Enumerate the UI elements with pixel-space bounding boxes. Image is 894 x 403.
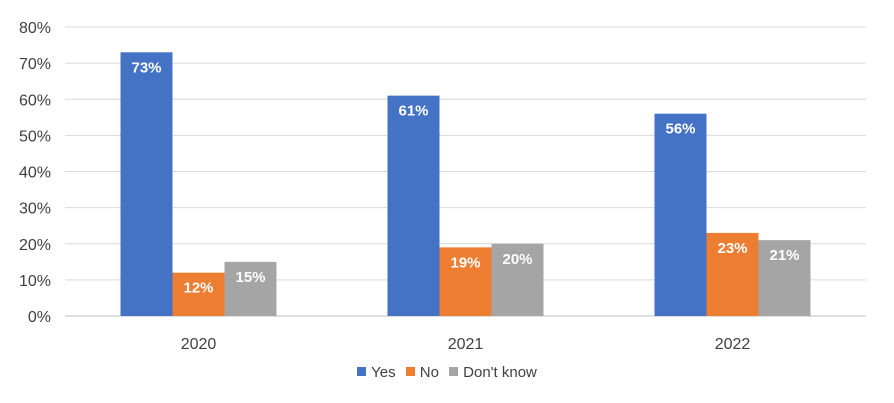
y-tick-label: 20% (19, 237, 51, 254)
legend-item-yes: Yes (357, 364, 396, 381)
x-tick-label: 2022 (715, 336, 751, 353)
legend-label-yes: Yes (371, 364, 396, 381)
data-label-no-2020: 12% (183, 280, 213, 297)
bars: 73% 12% 15% 61% 19% 20% 56% 23% 21% (120, 52, 811, 316)
legend-swatch-dont-know (449, 367, 459, 376)
legend-label-dont-know: Don't know (463, 364, 537, 381)
legend: Yes No Don't know (0, 364, 894, 381)
data-label-yes-2022: 56% (665, 121, 695, 138)
y-tick-label: 70% (19, 56, 51, 73)
bar-dont-know-2022 (758, 240, 811, 316)
legend-item-no: No (405, 364, 439, 381)
data-label-no-2021: 19% (450, 254, 480, 271)
y-tick-label: 60% (19, 92, 51, 109)
x-axis-ticks: 2020 2021 2022 (181, 336, 751, 353)
x-tick-label: 2021 (448, 336, 484, 353)
legend-swatch-yes (357, 367, 367, 376)
y-tick-label: 30% (19, 201, 51, 218)
bar-dont-know-2021 (491, 243, 544, 316)
data-label-dont-know-2020: 15% (235, 269, 265, 286)
data-label-yes-2021: 61% (398, 103, 428, 120)
legend-swatch-no (405, 367, 415, 376)
y-tick-label: 0% (28, 309, 51, 326)
bar-no-2022 (706, 232, 759, 316)
bar-dont-know-2020 (224, 261, 277, 316)
legend-label-no: No (419, 364, 439, 381)
bar-no-2020 (172, 272, 225, 316)
legend-item-dont-know: Don't know (449, 364, 537, 381)
bar-no-2021 (439, 247, 492, 316)
x-tick-label: 2020 (181, 336, 217, 353)
data-label-dont-know-2021: 20% (502, 251, 532, 268)
data-label-dont-know-2022: 21% (769, 247, 799, 264)
y-tick-label: 50% (19, 128, 51, 145)
y-tick-label: 10% (19, 273, 51, 290)
data-label-yes-2020: 73% (131, 59, 161, 76)
bar-yes-2021 (387, 95, 440, 316)
y-tick-label: 40% (19, 165, 51, 182)
bar-yes-2020 (120, 52, 173, 316)
bar-yes-2022 (654, 113, 707, 316)
data-label-no-2022: 23% (717, 240, 747, 257)
y-axis-ticks: 0% 10% 20% 30% 40% 50% 60% 70% 80% (19, 20, 51, 326)
y-tick-label: 80% (19, 20, 51, 37)
